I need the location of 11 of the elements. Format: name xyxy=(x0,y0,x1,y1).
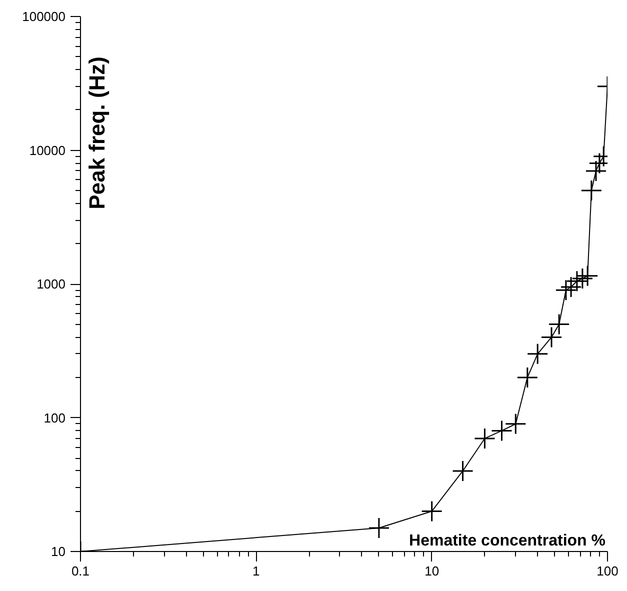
x-tick-label: 10 xyxy=(424,564,440,578)
y-tick-label: 10 xyxy=(51,544,66,559)
x-tick-label: 1 xyxy=(252,564,260,578)
y-tick-label: 1000 xyxy=(36,276,66,292)
y-tick-label: 100 xyxy=(44,410,66,426)
y-axis-title: Peak freq. (Hz) xyxy=(84,56,110,210)
x-tick-label: 0.1 xyxy=(71,564,90,578)
x-axis-title: Hematite concentration % xyxy=(409,532,606,550)
x-tick-label: 100 xyxy=(596,564,618,578)
y-tick-label: 10000 xyxy=(29,142,66,158)
y-tick-label: 100000 xyxy=(22,9,66,24)
